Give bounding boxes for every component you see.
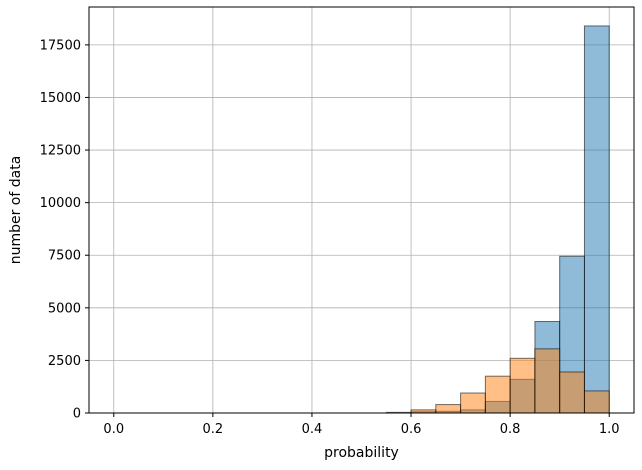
histogram-bar-series-2 — [484, 375, 511, 414]
histogram-bar-series-2 — [583, 390, 610, 414]
x-tick-label: 1.0 — [599, 422, 620, 437]
histogram-bars — [385, 25, 610, 414]
y-tick-label: 12500 — [40, 144, 81, 159]
x-tick-label: 0.0 — [103, 422, 124, 437]
x-tick-label: 0.2 — [203, 422, 224, 437]
y-tick-label: 15000 — [40, 91, 81, 106]
y-tick-label: 17500 — [40, 38, 81, 53]
y-tick-label: 10000 — [40, 196, 81, 211]
y-tick-label: 2500 — [48, 354, 81, 369]
histogram-bar-series-2 — [435, 404, 462, 414]
histogram-bar-series-2 — [559, 371, 585, 414]
histogram-bar-series-2 — [509, 357, 536, 414]
y-axis-label: number of data — [8, 156, 24, 265]
y-tick-label: 0 — [73, 407, 81, 422]
y-axis-ticks: 0 2500 5000 7500 10000 12500 15000 17500 — [40, 38, 89, 422]
y-tick-label: 7500 — [48, 249, 81, 264]
x-tick-label: 0.8 — [500, 422, 521, 437]
x-tick-label: 0.4 — [302, 422, 323, 437]
histogram-bar-series-2 — [460, 392, 486, 414]
x-axis-label: probability — [324, 445, 399, 461]
x-tick-label: 0.6 — [401, 422, 422, 437]
x-axis-ticks: 0.0 0.2 0.4 0.6 0.8 1.0 — [103, 413, 620, 437]
histogram-bar-series-1 — [583, 25, 610, 414]
histogram-bar-series-2 — [534, 348, 561, 414]
plot-frame — [88, 6, 635, 414]
y-tick-label: 5000 — [48, 301, 81, 316]
